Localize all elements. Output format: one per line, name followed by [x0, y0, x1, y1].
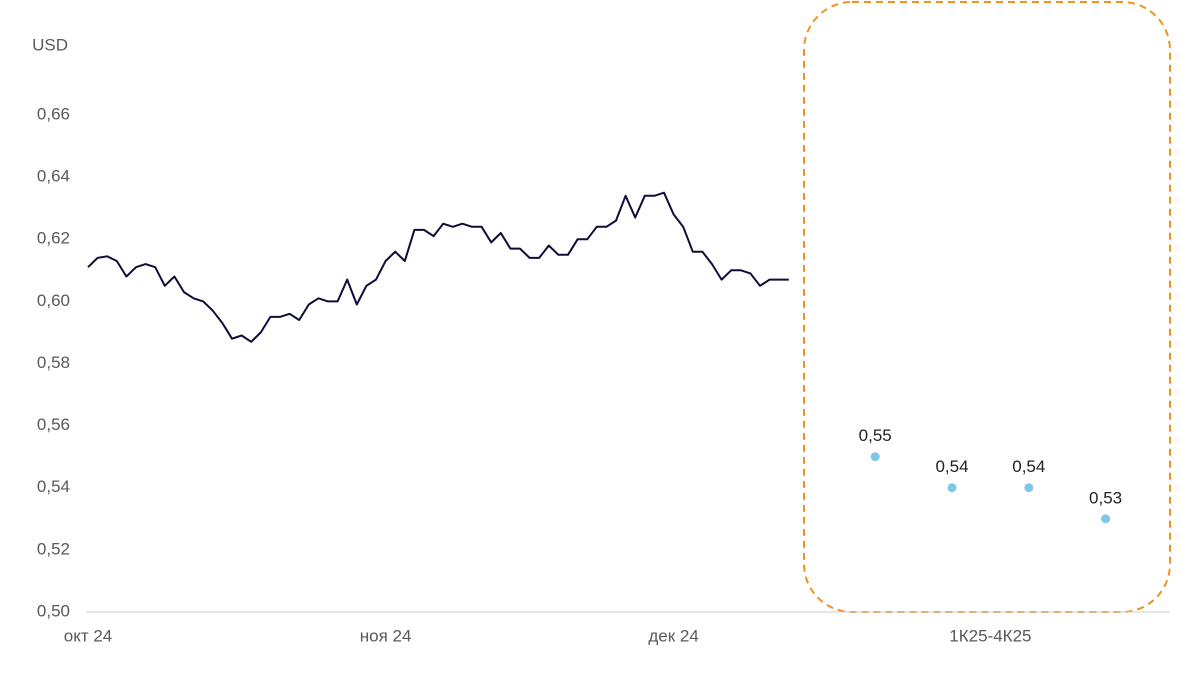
forecast-point	[870, 452, 880, 462]
data-label: 0,55	[859, 426, 892, 445]
x-tick-label: ноя 24	[360, 626, 412, 645]
x-tick-label: окт 24	[64, 626, 113, 645]
x-tick-label: дек 24	[648, 626, 698, 645]
data-label: 0,53	[1089, 488, 1122, 507]
y-tick-label: 0,50	[37, 601, 70, 620]
y-axis-label: USD	[32, 35, 68, 54]
forecast-point	[947, 483, 957, 493]
data-label: 0,54	[1012, 457, 1045, 476]
y-tick-label: 0,54	[37, 477, 70, 496]
y-tick-label: 0,64	[37, 167, 70, 186]
price-line	[87, 191, 789, 343]
y-tick-label: 0,60	[37, 291, 70, 310]
forecast-point	[1024, 483, 1034, 493]
x-tick-label: 1К25-4К25	[949, 626, 1031, 645]
y-tick-label: 0,56	[37, 415, 70, 434]
forecast-frame	[803, 1, 1171, 613]
forecast-point	[1101, 514, 1111, 524]
y-tick-label: 0,52	[37, 539, 70, 558]
data-label: 0,54	[935, 457, 968, 476]
y-tick-label: 0,66	[37, 104, 70, 123]
y-tick-label: 0,58	[37, 353, 70, 372]
y-tick-label: 0,62	[37, 229, 70, 248]
